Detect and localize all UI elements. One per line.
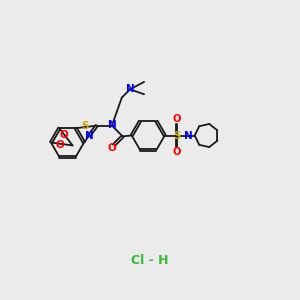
- Text: N: N: [85, 131, 94, 141]
- Text: S: S: [81, 121, 89, 131]
- Text: N: N: [184, 130, 193, 140]
- Text: Cl - H: Cl - H: [131, 254, 169, 268]
- Text: N: N: [126, 84, 134, 94]
- Text: S: S: [173, 130, 180, 140]
- Text: O: O: [55, 140, 64, 150]
- Text: O: O: [108, 143, 116, 153]
- Text: N: N: [107, 120, 116, 130]
- Text: O: O: [172, 147, 181, 157]
- Text: O: O: [60, 130, 68, 140]
- Text: O: O: [172, 114, 181, 124]
